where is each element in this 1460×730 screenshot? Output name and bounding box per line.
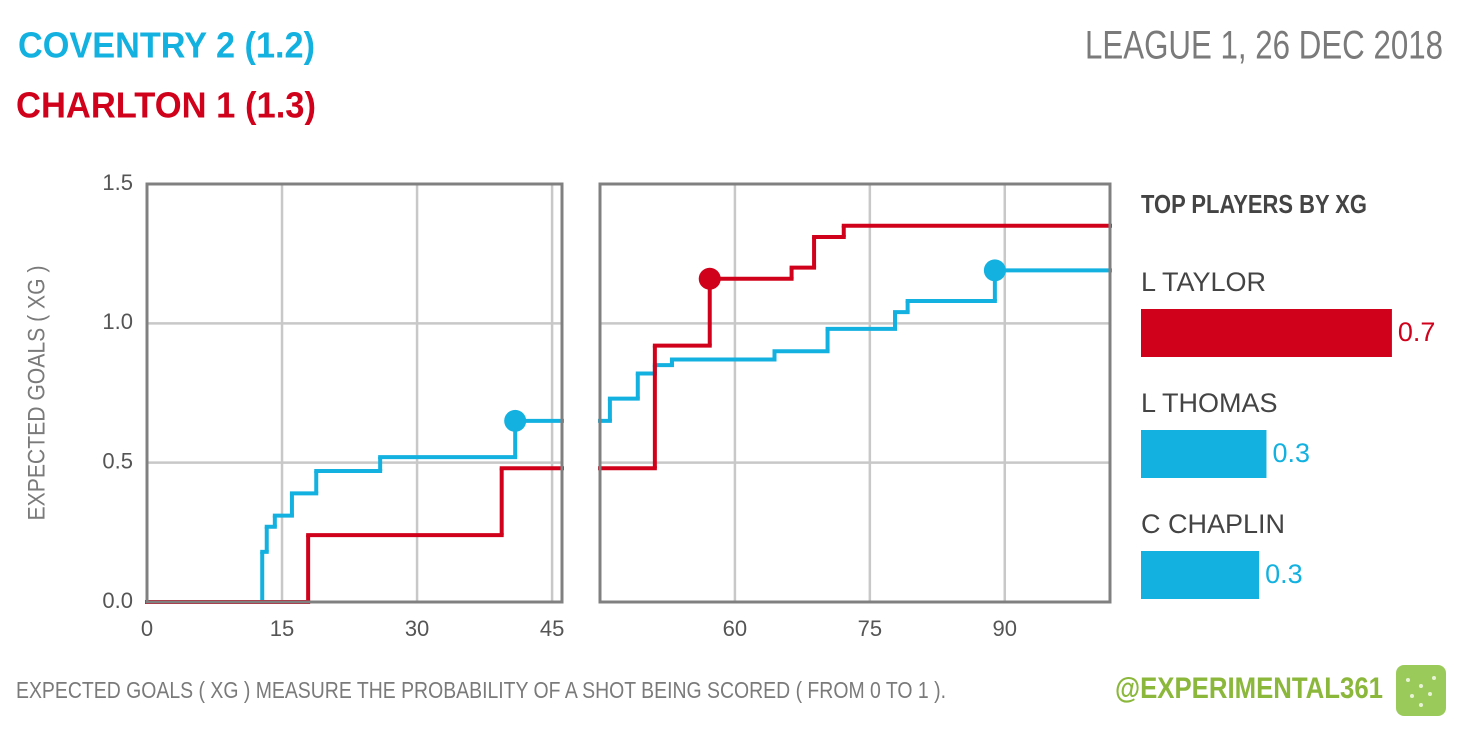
panel-frame <box>145 182 564 604</box>
bar <box>1141 430 1267 478</box>
match-info: LEAGUE 1, 26 DEC 2018 <box>1085 24 1443 68</box>
footnote: EXPECTED GOALS ( XG ) MEASURE THE PROBAB… <box>16 677 946 703</box>
player-name: L TAYLOR <box>1141 267 1266 297</box>
home-score: COVENTRY 2 (1.2) <box>18 25 315 66</box>
logo-box <box>1396 665 1446 716</box>
player-name: L THOMAS <box>1141 388 1278 418</box>
bar <box>1141 309 1392 357</box>
panel-frame <box>598 182 1112 604</box>
x-tick-label: 75 <box>858 616 882 641</box>
y-axis-label: EXPECTED GOALS ( XG ) <box>23 266 50 521</box>
y-tick-label: 1.5 <box>102 170 133 195</box>
value-label: 0.7 <box>1398 317 1436 347</box>
player-name: C CHAPLIN <box>1141 509 1285 539</box>
x-tick-label: 15 <box>270 616 294 641</box>
bar-chart-title: TOP PLAYERS BY XG <box>1141 189 1367 219</box>
y-tick-label: 1.0 <box>102 309 133 334</box>
logo <box>1396 665 1446 716</box>
goal-marker <box>983 259 1006 282</box>
y-tick-label: 0.5 <box>102 448 133 473</box>
away-score: CHARLTON 1 (1.3) <box>16 85 316 126</box>
x-tick-label: 0 <box>141 616 153 641</box>
goal-marker <box>504 409 527 432</box>
bar <box>1141 551 1260 599</box>
x-tick-label: 45 <box>540 616 564 641</box>
value-label: 0.3 <box>1272 438 1310 468</box>
x-tick-label: 60 <box>723 616 747 641</box>
x-tick-label: 90 <box>993 616 1017 641</box>
goal-marker <box>698 267 721 290</box>
value-label: 0.3 <box>1265 559 1303 589</box>
logo-dots <box>1406 676 1436 707</box>
y-tick-label: 0.0 <box>102 588 133 613</box>
x-tick-label: 30 <box>405 616 429 641</box>
handle: @EXPERIMENTAL361 <box>1115 672 1383 705</box>
